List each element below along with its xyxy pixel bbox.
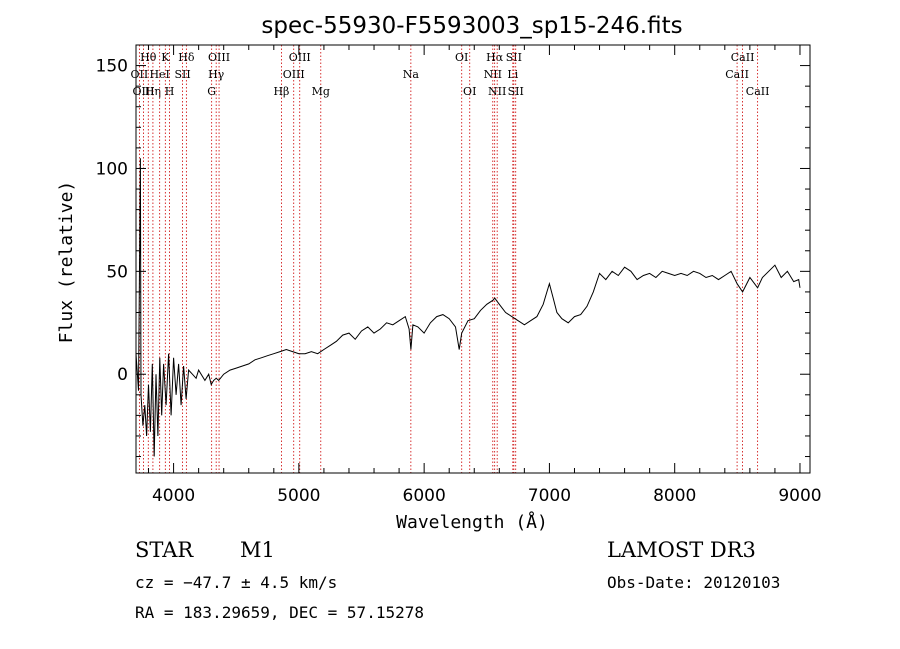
observation-date: Obs-Date: 20120103 xyxy=(607,573,781,592)
line-label-13: OIII xyxy=(283,68,305,81)
redshift-velocity: cz = −47.7 ± 4.5 km/s xyxy=(135,573,338,592)
y-tick-label: 150 xyxy=(96,57,128,77)
line-label-16: Na xyxy=(403,68,420,81)
line-label-24: SII xyxy=(508,85,524,98)
plot-frame xyxy=(135,44,811,474)
axes: 4000 5000 6000 7000 8000 9000 0 50 100 150 xyxy=(96,44,822,506)
line-label-25: CaII xyxy=(725,68,749,81)
line-label-8: Hδ xyxy=(178,51,195,64)
object-class: STAR xyxy=(135,538,194,562)
line-label-12: Hβ xyxy=(273,85,289,98)
line-label-7: SII xyxy=(174,68,190,81)
x-tick-label: 7000 xyxy=(528,486,571,506)
line-label-23: SII xyxy=(506,51,522,64)
line-label-27: CaII xyxy=(746,85,770,98)
x-axis-label: Wavelength (Å) xyxy=(396,511,548,533)
line-markers: OII OIII Hθ Hη HeI K H SII Hδ G Hγ OIII Hβ OIII OIII Mg… xyxy=(131,45,770,473)
y-tick-label: 100 xyxy=(96,159,128,179)
line-label-4: HeI xyxy=(149,68,169,81)
line-label-22: Li xyxy=(507,68,518,81)
y-axis-label: Flux (relative) xyxy=(56,181,77,344)
survey-name: LAMOST DR3 xyxy=(607,538,756,562)
line-label-11: OIII xyxy=(208,51,230,64)
line-label-6: H xyxy=(165,85,175,98)
line-label-5: K xyxy=(161,51,170,64)
x-tick-label: 5000 xyxy=(277,486,320,506)
object-subclass: M1 xyxy=(240,538,275,562)
line-label-3: Hη xyxy=(145,85,161,98)
spectrum-layer xyxy=(135,158,801,457)
line-label-20: Hα xyxy=(486,51,504,64)
line-label-1: OIII xyxy=(132,85,154,98)
line-label-10: Hγ xyxy=(208,68,225,81)
line-label-19: NII xyxy=(484,68,502,81)
line-label-15: Mg xyxy=(312,85,330,98)
y-tick-label: 0 xyxy=(117,365,128,385)
x-tick-label: 6000 xyxy=(403,486,446,506)
line-label-2: Hθ xyxy=(140,51,157,64)
line-label-26: CaII xyxy=(731,51,755,64)
x-tick-label: 4000 xyxy=(152,486,195,506)
spectrum-line xyxy=(135,158,801,457)
line-label-0: OII xyxy=(131,68,149,81)
line-label-21: NII xyxy=(488,85,506,98)
y-tick-label: 50 xyxy=(106,262,128,282)
sky-coordinates: RA = 183.29659, DEC = 57.15278 xyxy=(135,603,424,622)
x-tick-label: 9000 xyxy=(778,486,821,506)
line-label-17: OI xyxy=(455,51,468,64)
line-label-18: OI xyxy=(463,85,476,98)
line-label-9: G xyxy=(207,85,216,98)
chart-title: spec-55930-F5593003_sp15-246.fits xyxy=(261,13,682,39)
x-tick-label: 8000 xyxy=(653,486,696,506)
line-label-14: OIII xyxy=(289,51,311,64)
